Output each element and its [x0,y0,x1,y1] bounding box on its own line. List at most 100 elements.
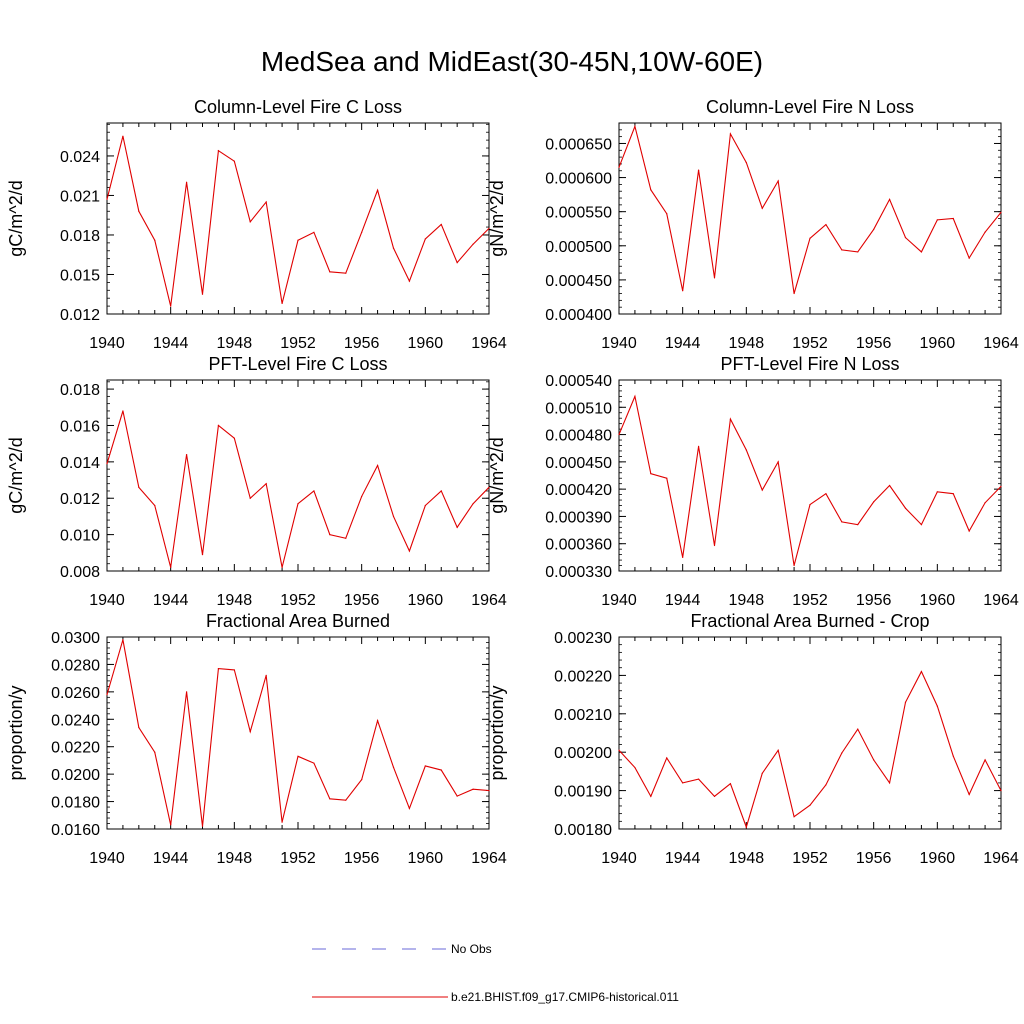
y-tick-label: 0.012 [60,307,100,324]
data-point [920,524,923,526]
y-tick-label: 0.000540 [545,373,612,390]
data-point [682,782,684,784]
series-line [106,410,490,568]
x-tick-label: 1952 [792,335,828,352]
data-point [392,247,395,249]
data-point [122,135,124,137]
data-point [650,473,652,475]
x-tick-label: 1948 [217,335,253,352]
data-point [170,824,172,826]
data-point [873,501,875,503]
data-point [713,544,716,547]
data-point [618,433,620,436]
data-point [793,292,795,295]
y-tick-label: 0.000510 [545,400,612,417]
panel-title: Column-Level Fire N Loss [706,97,914,117]
data-point [313,762,315,764]
data-point [809,804,811,806]
data-point [440,223,442,226]
data-point [265,483,267,485]
data-point [154,751,156,753]
legend-label: No Obs [451,942,492,956]
data-point [392,515,395,518]
data-point [713,795,716,797]
data-point [873,228,875,231]
data-point [281,566,283,568]
data-point [233,437,235,439]
data-point [984,759,986,761]
y-tick-label: 0.000360 [545,537,612,554]
x-tick-label: 1944 [153,335,189,352]
y-tick-label: 0.0180 [51,795,100,812]
y-tick-label: 0.000390 [545,509,612,526]
x-tick-label: 1960 [408,850,444,867]
data-point [936,705,938,707]
data-point [1000,211,1002,213]
data-point [825,493,827,495]
data-point [488,790,490,792]
y-tick-label: 0.00190 [554,784,612,801]
data-point [488,486,490,488]
data-point [265,201,267,203]
data-point [138,726,140,729]
data-point [154,239,156,241]
y-tick-label: 0.00220 [554,668,612,685]
data-point [329,798,331,800]
x-tick-label: 1964 [471,335,507,352]
data-point [201,293,204,295]
data-point [761,489,763,491]
data-point [217,424,220,427]
y-tick-label: 0.000420 [545,482,612,499]
data-point [936,219,938,221]
data-point [761,207,763,209]
data-point [106,198,108,200]
data-point [297,755,299,757]
y-tick-label: 0.012 [60,491,100,508]
data-point [345,537,347,539]
data-point [185,181,188,183]
chart-panel: Fractional Area Burned - Crop 1940 1944 194… [487,611,1019,867]
data-point [488,227,490,229]
data-point [697,169,700,171]
x-tick-label: 1964 [471,592,507,609]
legend: No Obs b.e21.BHIST.f09_g17.CMIP6-historic… [312,942,679,1004]
data-point [777,461,779,463]
series-line [106,639,490,827]
data-point [936,491,938,493]
data-point [697,778,700,780]
data-point [440,769,442,771]
x-tick-label: 1956 [344,592,380,609]
data-point [968,257,970,259]
data-point [313,490,315,492]
x-tick-label: 1948 [729,592,765,609]
data-point [233,669,235,671]
y-axis-label: proportion/y [6,685,26,780]
chart-panel: Column-Level Fire N Loss 1940 1944 1948 1952… [487,97,1019,352]
figure-title: MedSea and MidEast(30-45N,10W-60E) [260,46,764,77]
panel-title: PFT-Level Fire C Loss [208,354,387,374]
x-tick-label: 1944 [153,850,189,867]
y-tick-label: 0.0300 [51,630,100,647]
data-point [920,670,923,673]
data-point [650,189,652,191]
data-point [1000,790,1002,792]
data-point [201,554,204,556]
x-tick-label: 1940 [601,335,637,352]
x-tick-label: 1940 [601,850,637,867]
data-point [761,772,763,774]
y-tick-label: 0.000450 [545,273,612,290]
data-point [122,410,124,412]
data-point [376,189,379,191]
y-tick-label: 0.010 [60,528,100,545]
data-point [345,272,347,274]
x-tick-label: 1952 [792,850,828,867]
x-tick-label: 1952 [280,592,316,609]
panel-title: Fractional Area Burned [206,611,390,631]
x-tick-label: 1964 [983,850,1019,867]
data-point [392,766,395,768]
data-point [952,755,954,757]
data-point [138,210,140,212]
data-point [201,825,204,827]
data-point [809,504,811,506]
